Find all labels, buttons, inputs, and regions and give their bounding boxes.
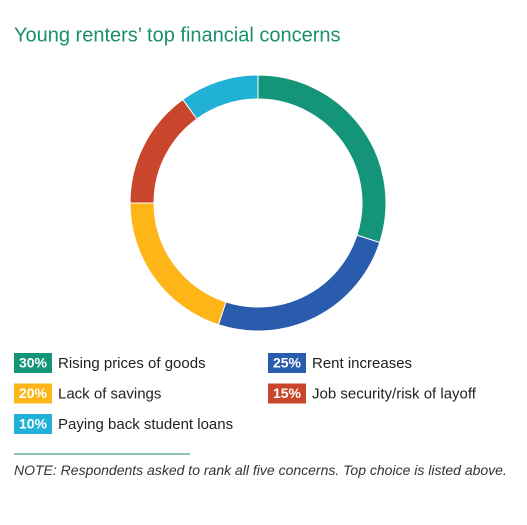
legend-label: Rent increases	[312, 355, 412, 372]
legend-label: Paying back student loans	[58, 416, 233, 433]
legend-label: Lack of savings	[58, 385, 161, 402]
legend-badge	[14, 383, 52, 404]
note: NOTE: Respondents asked to rank all five…	[14, 462, 507, 478]
legend-label: Rising prices of goods	[58, 355, 206, 372]
donut-segment	[129, 98, 198, 204]
legend-badge	[14, 414, 52, 434]
donut-segment	[129, 202, 227, 326]
donut-segment	[257, 74, 387, 244]
legend-label: Job security/risk of layoff	[312, 385, 477, 402]
legend-value: 15%	[273, 385, 302, 401]
legend-value: 30%	[19, 355, 48, 371]
legend-value: 25%	[273, 355, 302, 371]
legend-badge	[268, 383, 306, 404]
donut-segment	[217, 234, 381, 332]
legend-value: 20%	[19, 385, 48, 401]
legend-value: 10%	[19, 416, 48, 432]
donut-segment	[182, 74, 259, 120]
legend-badge	[14, 353, 52, 373]
chart-title: Young renters’ top financial concerns	[14, 24, 341, 46]
legend-badge	[268, 353, 306, 373]
